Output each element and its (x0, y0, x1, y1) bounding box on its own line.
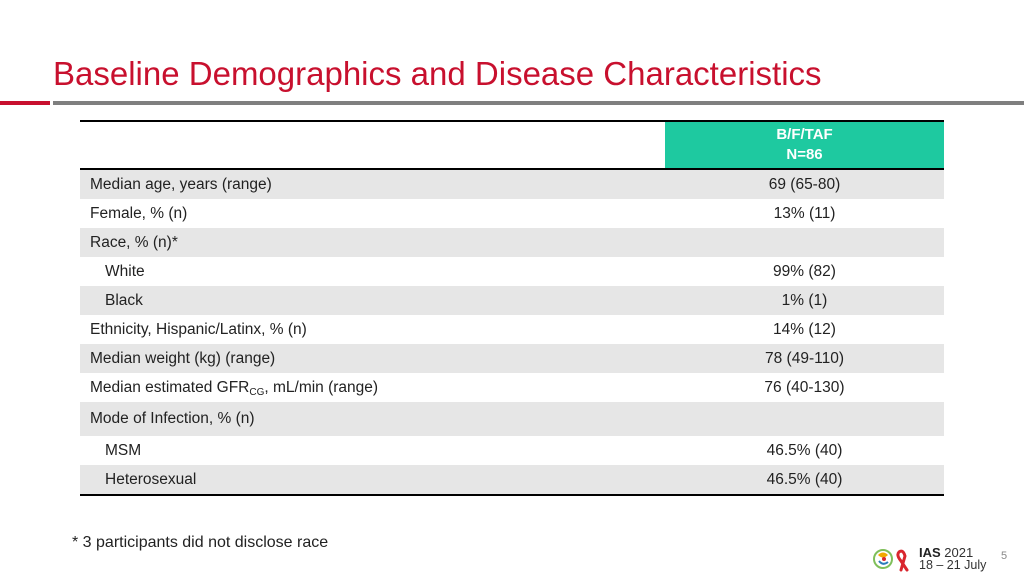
logo-name: IAS (919, 545, 941, 560)
row-value: 78 (49-110) (765, 349, 844, 367)
row-value: 76 (40-130) (764, 378, 845, 396)
ias-emblem-icon (873, 549, 909, 572)
row-value: 46.5% (40) (766, 470, 843, 488)
page-number: 5 (1001, 550, 1008, 562)
row-value: 99% (82) (773, 262, 836, 280)
row-value: 13% (11) (773, 204, 836, 222)
row-label: Heterosexual (105, 470, 197, 488)
row-label-subscript: CG (249, 386, 265, 398)
ias-2021-logo: IAS 2021 18 – 21 July (873, 546, 986, 572)
table-row-median-weight: Median weight (kg) (range) 78 (49-110) (80, 344, 944, 373)
row-value: 46.5% (40) (766, 441, 843, 459)
table-row-gfr: Median estimated GFRCG, mL/min (range) 7… (80, 373, 944, 402)
row-label-main: Median estimated GFR (90, 378, 250, 396)
row-label: MSM (105, 441, 142, 459)
row-value: 14% (12) (773, 320, 836, 338)
row-value: 69 (65-80) (768, 175, 841, 193)
demographics-table: B/F/TAF N=86 Median age, years (range) 6… (80, 120, 944, 496)
title-accent-bar (0, 101, 50, 105)
row-value: 1% (1) (781, 291, 828, 309)
slide-title: Baseline Demographics and Disease Charac… (53, 55, 822, 92)
column-header-n: N=86 (786, 146, 823, 163)
table-row-median-age: Median age, years (range) 69 (65-80) (80, 170, 944, 199)
footnote: * 3 participants did not disclose race (72, 534, 329, 551)
table-row-female: Female, % (n) 13% (11) (80, 199, 944, 228)
row-label: Black (105, 291, 143, 309)
title-divider (53, 101, 1024, 105)
row-label: Median weight (kg) (range) (90, 349, 276, 367)
column-header-regimen: B/F/TAF (776, 126, 833, 143)
column-header-bftaf: B/F/TAF N=86 (665, 122, 944, 168)
row-label: Race, % (n)* (90, 233, 178, 251)
logo-year: 2021 (944, 545, 974, 560)
row-label: White (105, 262, 145, 280)
row-label: Female, % (n) (90, 204, 188, 222)
row-label-suffix: , mL/min (range) (264, 378, 379, 396)
row-label: Median estimated GFRCG, mL/min (range) (80, 378, 665, 398)
table-row-msm: MSM 46.5% (40) (80, 436, 944, 465)
table-row-heterosexual: Heterosexual 46.5% (40) (80, 465, 944, 494)
table-row-white: White 99% (82) (80, 257, 944, 286)
row-label: Ethnicity, Hispanic/Latinx, % (n) (90, 320, 307, 338)
table-row-black: Black 1% (1) (80, 286, 944, 315)
logo-dates: 18 – 21 July (919, 558, 987, 572)
row-label: Mode of Infection, % (n) (90, 410, 255, 427)
table-header: B/F/TAF N=86 (80, 122, 944, 170)
row-label: Median age, years (range) (90, 175, 272, 193)
table-row-ethnicity: Ethnicity, Hispanic/Latinx, % (n) 14% (1… (80, 315, 944, 344)
table-row-race: Race, % (n)* (80, 228, 944, 257)
table-row-mode-of-infection: Mode of Infection, % (n) (80, 402, 944, 436)
